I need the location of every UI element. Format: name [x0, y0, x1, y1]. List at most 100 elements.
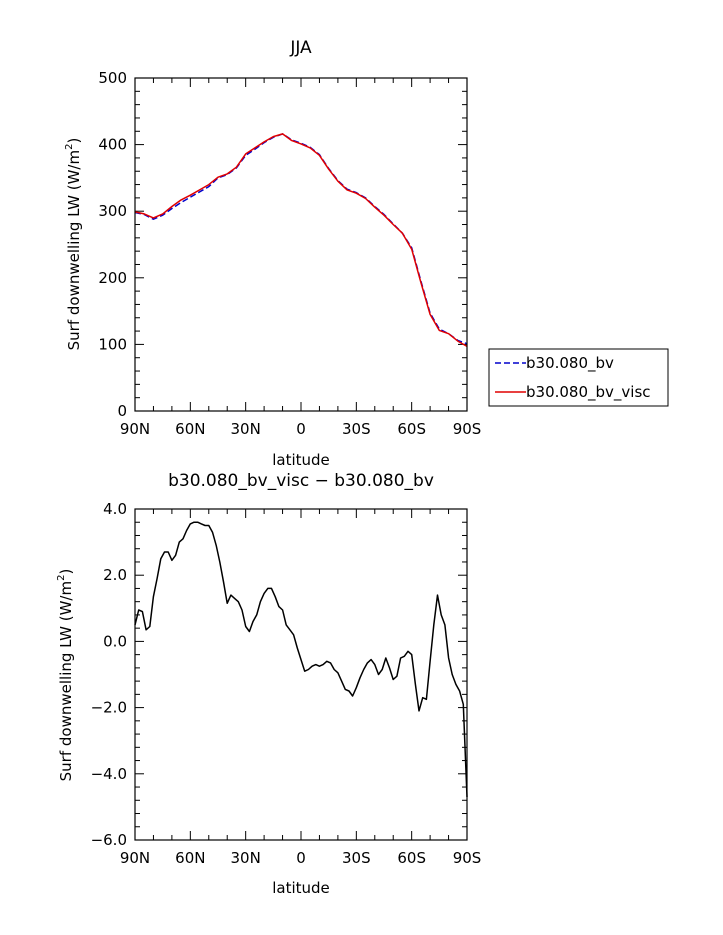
bottom-data-point-difference: [293, 634, 294, 635]
top-data-point-b30-080-bv-visc: [402, 233, 403, 234]
top-x-tick-label: 60S: [397, 420, 426, 438]
bottom-data-point-difference: [437, 595, 438, 596]
top-data-point-b30-080-bv-visc: [300, 143, 301, 144]
top-y-tick-label: 100: [98, 335, 127, 353]
top-chart-xlabel: latitude: [272, 451, 330, 469]
top-data-point-b30-080-bv: [171, 208, 172, 209]
top-chart-ylabel-main: Surf downwelling LW (W/m: [65, 150, 83, 350]
top-x-tick-label: 30S: [342, 420, 371, 438]
bottom-data-point-difference: [138, 609, 139, 610]
bottom-data-point-difference: [208, 525, 209, 526]
bottom-data-point-difference: [201, 523, 202, 524]
bottom-data-point-difference: [400, 657, 401, 658]
top-data-point-b30-080-bv-visc: [457, 341, 458, 342]
top-data-point-b30-080-bv-visc: [254, 147, 255, 148]
bottom-data-point-difference: [227, 603, 228, 604]
bottom-data-point-difference: [433, 624, 434, 625]
bottom-data-point-difference: [153, 596, 154, 597]
top-data-point-b30-080-bv-visc: [273, 136, 274, 137]
bottom-data-point-difference: [223, 581, 224, 582]
top-chart-panel: JJA 90N 60N 30N 0 30S 60S 90S0100200300400500 …: [64, 38, 669, 469]
top-data-point-b30-080-bv-visc: [236, 167, 237, 168]
bottom-data-point-difference: [345, 689, 346, 690]
bottom-data-point-difference: [149, 626, 150, 627]
bottom-x-tick-label: 60N: [175, 849, 205, 867]
bottom-data-point-difference: [378, 674, 379, 675]
bottom-data-point-difference: [341, 681, 342, 682]
top-data-point-b30-080-bv-visc: [393, 224, 394, 225]
bottom-data-point-difference: [308, 669, 309, 670]
bottom-data-point-difference: [411, 654, 412, 655]
bottom-data-point-difference: [297, 647, 298, 648]
top-data-point-b30-080-bv-visc: [319, 155, 320, 156]
bottom-data-point-difference: [146, 629, 147, 630]
bottom-data-point-difference: [241, 609, 242, 610]
bottom-data-point-difference: [393, 679, 394, 680]
top-data-point-b30-080-bv-visc: [430, 314, 431, 315]
bottom-data-point-difference: [219, 561, 220, 562]
top-data-point-b30-080-bv-visc: [356, 193, 357, 194]
bottom-data-point-difference: [315, 664, 316, 665]
bottom-data-point-difference: [444, 624, 445, 625]
bottom-data-point-difference: [190, 523, 191, 524]
bottom-data-point-difference: [157, 578, 158, 579]
bottom-data-point-difference: [142, 611, 143, 612]
bottom-y-tick-label: 2.0: [103, 566, 127, 584]
top-y-tick-label: 0: [117, 402, 127, 420]
bottom-data-point-difference: [260, 601, 261, 602]
bottom-data-point-difference: [374, 664, 375, 665]
bottom-data-point-difference: [249, 631, 250, 632]
bottom-data-point-difference: [448, 657, 449, 658]
top-chart-title: JJA: [289, 38, 312, 58]
bottom-data-point-difference: [256, 614, 257, 615]
bottom-data-point-difference: [334, 669, 335, 670]
top-data-point-b30-080-bv-visc: [365, 198, 366, 199]
bottom-x-tick-label: 90N: [120, 849, 150, 867]
top-series-line-b30-080-bv-visc: [134, 133, 468, 348]
bottom-chart-ylabel: Surf downwelling LW (W/m2): [56, 569, 75, 782]
top-chart-ylabel-sup: 2: [64, 144, 75, 150]
top-data-point-b30-080-bv-visc: [190, 195, 191, 196]
top-data-point-b30-080-bv-visc: [153, 217, 154, 218]
top-data-point-b30-080-bv-visc: [144, 213, 145, 214]
legend-box: [488, 348, 669, 407]
bottom-data-point-difference: [252, 621, 253, 622]
bottom-chart-ylabel-close: ): [57, 569, 75, 575]
bottom-x-tick-label: 90S: [453, 849, 482, 867]
top-data-point-b30-080-bv-visc: [374, 207, 375, 208]
top-data-point-b30-080-bv-visc: [291, 140, 292, 141]
bottom-y-tick-label: 0.0: [103, 632, 127, 650]
top-y-tick-label: 400: [98, 136, 127, 154]
bottom-data-point-difference: [160, 558, 161, 559]
legend-label-b30-080-bv: b30.080_bv: [526, 354, 614, 373]
bottom-data-point-difference: [323, 664, 324, 665]
bottom-data-point-difference: [396, 676, 397, 677]
top-y-tick-label: 500: [98, 69, 127, 87]
bottom-data-point-difference: [300, 659, 301, 660]
top-data-point-b30-080-bv-visc: [282, 133, 283, 134]
bottom-y-tick-label: −2.0: [91, 699, 127, 717]
bottom-data-point-difference: [278, 606, 279, 607]
bottom-chart-ylabel-sup: 2: [56, 575, 67, 581]
bottom-data-point-difference: [385, 657, 386, 658]
top-x-tick-label: 90S: [453, 420, 482, 438]
top-data-point-b30-080-bv-visc: [245, 153, 246, 154]
bottom-data-point-difference: [186, 530, 187, 531]
top-data-point-b30-080-bv-visc: [328, 169, 329, 170]
bottom-data-point-difference: [179, 542, 180, 543]
bottom-data-point-difference: [348, 690, 349, 691]
top-data-point-b30-080-bv: [190, 197, 191, 198]
bottom-chart-ylabel-main: Surf downwelling LW (W/m: [57, 581, 75, 781]
bottom-data-point-difference: [164, 551, 165, 552]
top-data-point-b30-080-bv-visc: [171, 206, 172, 207]
legend: b30.080_bv b30.080_bv_visc: [488, 348, 669, 407]
top-x-tick-label: 90N: [120, 420, 150, 438]
bottom-chart-frame: [134, 508, 468, 841]
bottom-data-point-difference: [197, 522, 198, 523]
top-data-point-b30-080-bv-visc: [337, 181, 338, 182]
bottom-series-line-difference: [134, 521, 468, 798]
top-chart-frame: [134, 77, 468, 412]
bottom-data-point-difference: [275, 596, 276, 597]
bottom-data-point-difference: [455, 684, 456, 685]
